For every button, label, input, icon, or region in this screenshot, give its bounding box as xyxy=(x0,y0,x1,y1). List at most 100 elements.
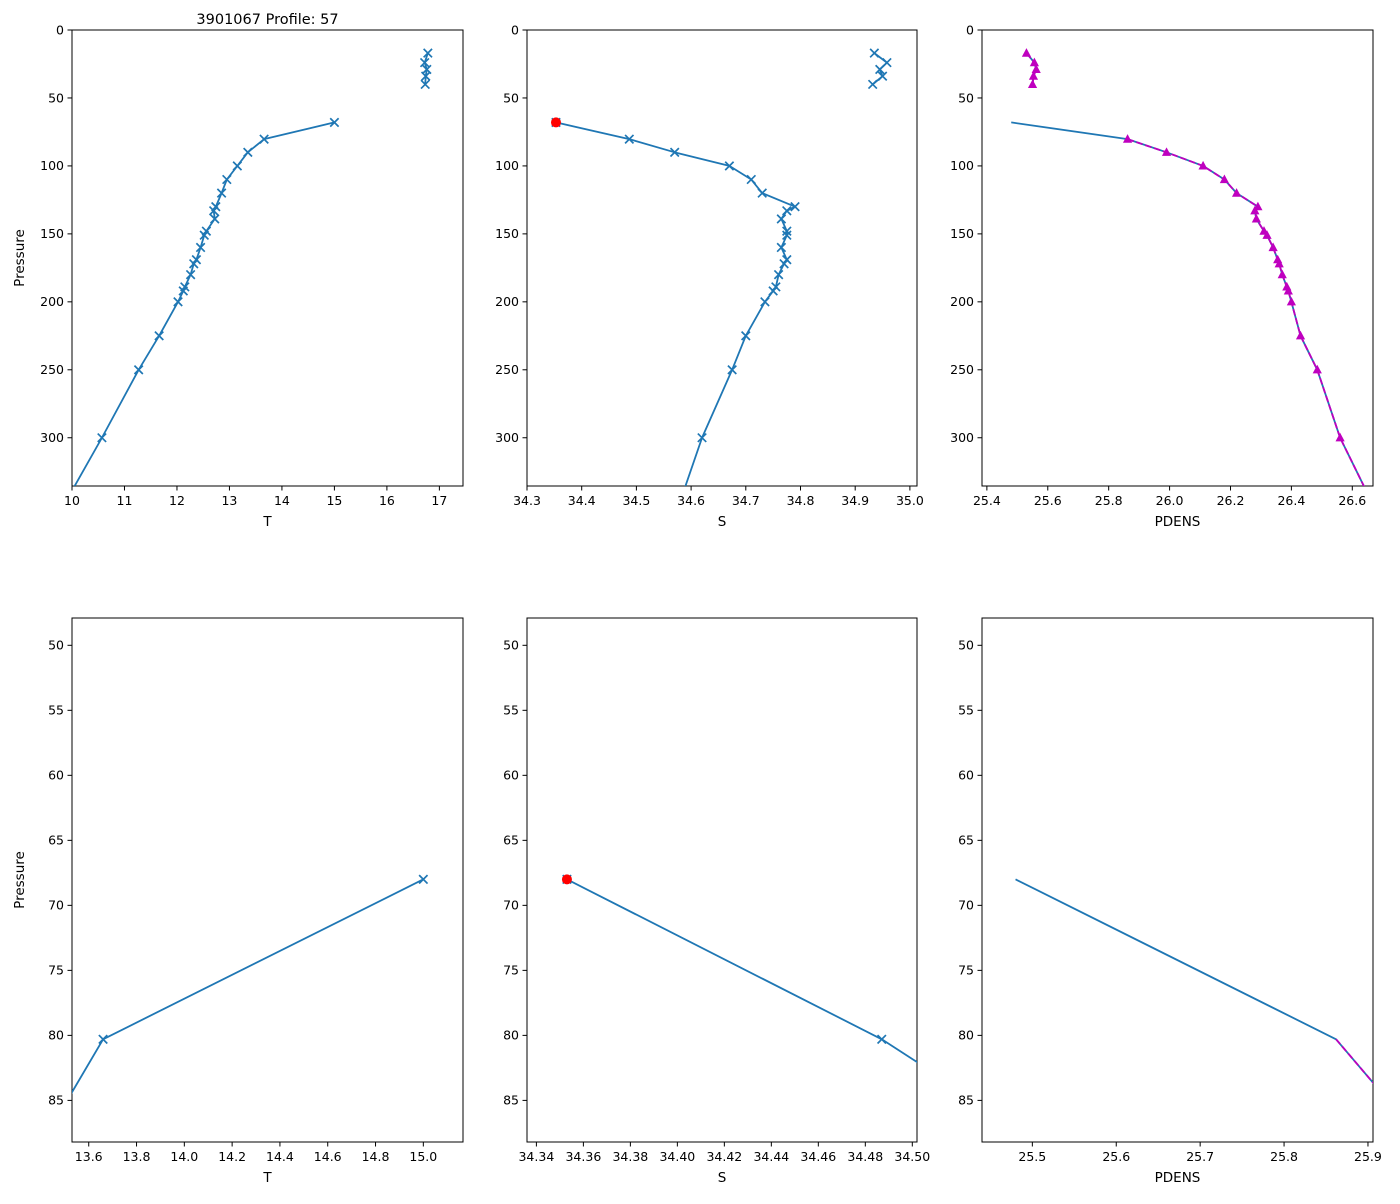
y-tick-label: 65 xyxy=(503,833,519,848)
x-marker xyxy=(773,269,784,280)
x-marker xyxy=(173,297,183,307)
triangle-marker xyxy=(1251,213,1261,223)
plot-title: 3901067 Profile: 57 xyxy=(196,12,338,28)
x-tick-label: 34.8 xyxy=(787,493,815,508)
y-tick-label: 250 xyxy=(40,362,64,377)
y-tick-label: 80 xyxy=(958,1028,974,1043)
x-marker xyxy=(782,205,792,216)
y-tick-label: 250 xyxy=(495,362,519,377)
y-tick-label: 60 xyxy=(503,768,519,783)
x-marker xyxy=(876,1034,887,1045)
x-tick-label: 34.6 xyxy=(677,493,705,508)
x-marker xyxy=(771,282,781,292)
x-axis-salinity-full: 34.3 34.4 34.5 34.6 34.7 34.8 34.9 35.0 xyxy=(513,486,924,508)
series-salinity-main xyxy=(551,117,800,486)
x-tick-label: 26.0 xyxy=(1156,493,1184,508)
x-tick-label: 14.8 xyxy=(362,1149,390,1164)
x-marker xyxy=(867,79,878,90)
y-tick-label: 50 xyxy=(48,638,64,653)
x-marker xyxy=(418,874,429,885)
x-axis-label: S xyxy=(718,514,727,530)
series-pdens-main-qc xyxy=(1122,134,1365,486)
y-tick-label: 75 xyxy=(958,963,974,978)
y-tick-label: 150 xyxy=(40,226,64,241)
y-tick-label: 85 xyxy=(503,1093,519,1108)
series-salinity-flagged-point xyxy=(550,117,561,128)
y-axis-label: Pressure xyxy=(12,229,28,287)
y-tick-label: 50 xyxy=(503,638,519,653)
x-tick-label: 34.38 xyxy=(612,1149,648,1164)
y-tick-label: 50 xyxy=(503,90,519,105)
y-tick-label: 60 xyxy=(48,768,64,783)
x-marker xyxy=(133,364,144,375)
y-axis-salinity-zoom: 50 55 60 65 70 75 80 85 xyxy=(503,638,527,1108)
flagged-point-marker xyxy=(561,874,572,885)
x-tick-label: 34.9 xyxy=(841,493,869,508)
triangle-marker xyxy=(1219,174,1229,184)
triangle-marker xyxy=(1335,432,1345,442)
x-tick-label: 15 xyxy=(326,493,342,508)
x-marker xyxy=(790,201,800,212)
x-marker xyxy=(154,331,164,341)
y-tick-label: 0 xyxy=(511,22,519,37)
triangle-marker xyxy=(1031,64,1041,74)
y-tick-label: 65 xyxy=(958,833,974,848)
y-tick-label: 85 xyxy=(958,1093,974,1108)
x-marker xyxy=(259,134,269,144)
x-tick-label: 14.0 xyxy=(170,1149,198,1164)
triangle-marker xyxy=(1250,205,1260,215)
x-axis-temperature-zoom: 13.6 13.8 14.0 14.2 14.4 14.6 14.8 15.0 xyxy=(75,1142,437,1164)
x-tick-label: 34.36 xyxy=(565,1149,601,1164)
y-tick-label: 80 xyxy=(48,1028,64,1043)
x-marker xyxy=(782,230,792,241)
x-marker xyxy=(185,269,196,280)
triangle-marker xyxy=(1286,296,1296,306)
series-temperature-zoom-main xyxy=(72,874,429,1094)
triangle-marker xyxy=(1028,71,1039,80)
subplot-salinity-full: 34.3 34.4 34.5 34.6 34.7 34.8 34.9 35.0 0 50 100 15… xyxy=(495,22,924,530)
subplot-pdens-zoom: 25.5 25.6 25.7 25.8 25.9 50 55 60 65 70 75 80 85 PDEN… xyxy=(958,617,1382,1186)
x-tick-label: 26.6 xyxy=(1338,493,1366,508)
x-tick-label: 25.9 xyxy=(1354,1149,1382,1164)
plot-box xyxy=(526,29,918,487)
y-tick-label: 300 xyxy=(950,430,974,445)
y-tick-label: 100 xyxy=(40,158,64,173)
x-tick-label: 34.7 xyxy=(732,493,760,508)
y-tick-label: 80 xyxy=(503,1028,519,1043)
x-marker xyxy=(222,174,232,185)
x-marker xyxy=(329,117,340,128)
triangle-marker xyxy=(1029,57,1039,67)
x-tick-label: 34.44 xyxy=(753,1149,789,1164)
subplot-temperature-zoom: 13.6 13.8 14.0 14.2 14.4 14.6 14.8 15.0 50 55 60 65… xyxy=(12,617,464,1186)
x-marker xyxy=(199,230,210,241)
y-tick-label: 75 xyxy=(48,963,64,978)
y-tick-label: 60 xyxy=(958,768,974,783)
triangle-marker xyxy=(1274,258,1284,268)
x-marker xyxy=(188,258,199,269)
y-tick-label: 75 xyxy=(503,963,519,978)
series-salinity-zoom-flagged-point xyxy=(561,874,572,885)
triangle-marker xyxy=(1161,147,1172,156)
triangle-marker xyxy=(1021,48,1032,57)
x-tick-label: 25.7 xyxy=(1186,1149,1214,1164)
x-axis-pdens-full: 25.4 25.6 25.8 26.0 26.2 26.4 26.6 xyxy=(973,486,1366,508)
x-marker xyxy=(669,147,680,158)
x-marker xyxy=(423,48,433,58)
y-tick-label: 65 xyxy=(48,833,64,848)
y-axis-pdens-full: 0 50 100 150 200 250 300 xyxy=(950,22,982,445)
x-marker xyxy=(243,147,253,158)
x-tick-label: 34.46 xyxy=(800,1149,836,1164)
y-tick-label: 250 xyxy=(950,362,974,377)
x-marker xyxy=(869,48,880,58)
x-tick-label: 26.4 xyxy=(1277,493,1305,508)
triangle-marker xyxy=(1122,134,1133,143)
x-marker xyxy=(724,161,735,171)
x-marker xyxy=(782,226,792,236)
x-marker xyxy=(195,242,206,253)
x-marker xyxy=(768,286,778,296)
x-tick-label: 15.0 xyxy=(409,1149,437,1164)
x-tick-label: 14 xyxy=(274,493,290,508)
y-tick-label: 0 xyxy=(56,22,64,37)
x-tick-label: 25.4 xyxy=(973,493,1001,508)
